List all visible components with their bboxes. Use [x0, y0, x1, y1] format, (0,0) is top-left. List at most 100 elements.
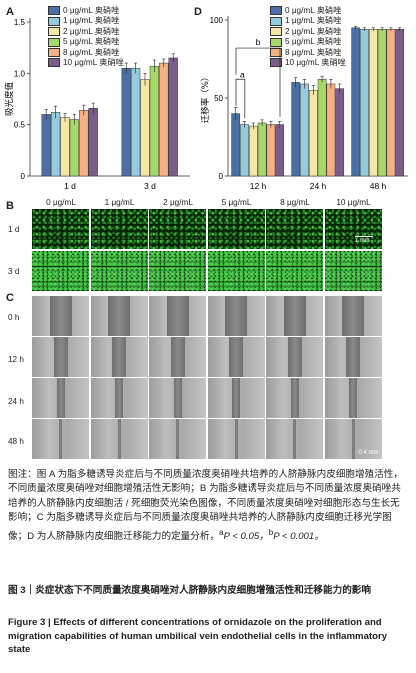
legend-a-label: 2 μg/mL 奥硝唑 — [63, 26, 120, 36]
bar — [248, 125, 258, 177]
scratch-wound-gap — [59, 419, 62, 459]
legend-a-swatch — [48, 6, 60, 16]
fluorescence-image — [266, 251, 323, 291]
legend-d-item: 1 μg/mL 奥硝唑 — [270, 14, 341, 26]
bar — [317, 79, 327, 177]
bar — [60, 117, 70, 177]
scratch-image — [207, 296, 265, 336]
bar — [159, 62, 169, 177]
legend-a-item: 5 μg/mL 奥硝唑 — [48, 35, 119, 47]
legend-d: 0 μg/mL 奥硝唑 1 μg/mL 奥硝唑 2 μg/mL 奥硝唑 5 μg/mL… — [270, 4, 410, 68]
bar — [377, 29, 387, 177]
bar — [351, 27, 361, 177]
fluorescence-image — [207, 209, 265, 249]
scratch-image — [32, 337, 89, 377]
scratch-row-label-48h: 48 h — [8, 437, 24, 446]
panel-letter-d: D — [194, 6, 202, 18]
sig-a-mark: a — [219, 527, 224, 537]
fluorescence-image — [324, 251, 382, 291]
bar — [386, 29, 396, 177]
legend-d-label: 8 μg/mL 奥硝唑 — [285, 47, 342, 57]
scratch-row-label-0h: 0 h — [8, 313, 20, 322]
fluorescence-image — [90, 251, 148, 291]
fluorescence-image — [32, 251, 89, 291]
sig-b-mark: b — [268, 527, 274, 537]
legend-a-item: 0 μg/mL 奥硝唑 — [48, 4, 119, 16]
figure-note: 图注：图 A 为脂多糖诱导炎症后与不同质量浓度奥硝唑共培养的人脐静脉内皮细胞增殖… — [8, 468, 408, 544]
scratch-image — [324, 419, 382, 459]
legend-d-label: 2 μg/mL 奥硝唑 — [285, 26, 342, 36]
scratch-wound-gap — [229, 337, 243, 377]
scratch-wound-gap — [56, 378, 65, 418]
scratch-wound-gap — [49, 296, 72, 336]
scratch-wound-gap — [53, 337, 68, 377]
fluor-row-label-3d: 3 d — [8, 267, 20, 276]
scratch-wound-gap — [290, 378, 299, 418]
fluorescence-image — [324, 209, 382, 249]
figure-note-text: 图注：图 A 为脂多糖诱导炎症后与不同质量浓度奥硝唑共培养的人脐静脉内皮细胞增殖… — [8, 469, 403, 542]
legend-a-item: 8 μg/mL 奥硝唑 — [48, 46, 119, 58]
legend-d-label: 10 μg/mL 奥硝唑 — [285, 58, 346, 67]
scratch-image — [266, 378, 323, 418]
scratch-image — [32, 296, 89, 336]
legend-d-swatch — [270, 37, 282, 47]
scratch-wound-gap — [234, 419, 238, 459]
scratch-scalebar-label: 0.4 mm — [358, 450, 379, 456]
fluor-column-label: 0 μg/mL — [46, 198, 76, 207]
legend-a-label: 0 μg/mL 奥硝唑 — [63, 6, 120, 15]
fluor-column-label: 2 μg/mL — [163, 198, 193, 207]
scratch-wound-gap — [349, 378, 357, 418]
legend-a-label: 10 μg/mL 奥硝唑 — [63, 58, 124, 67]
bar — [360, 29, 369, 177]
scratch-image — [266, 419, 323, 459]
scratch-image — [149, 378, 206, 418]
scratch-row-label-12h: 12 h — [8, 355, 24, 364]
legend-a-swatch — [48, 37, 60, 47]
legend-a-label: 5 μg/mL 奥硝唑 — [63, 37, 120, 47]
scratch-image — [32, 419, 89, 459]
bar — [88, 107, 98, 177]
legend-d-swatch — [270, 16, 282, 26]
legend-d-swatch — [270, 6, 282, 16]
fluor-scalebar-label: 1 mm — [354, 238, 370, 244]
scratch-wound-gap — [173, 378, 182, 418]
bar — [149, 65, 160, 177]
scratch-wound-gap — [117, 419, 121, 459]
scratch-image — [90, 419, 148, 459]
scratch-wound-gap — [108, 296, 130, 336]
legend-d-swatch — [270, 27, 282, 37]
significance-bracket-a — [235, 78, 246, 119]
scratch-image — [90, 378, 148, 418]
legend-d-item: 10 μg/mL 奥硝唑 — [270, 56, 346, 68]
scratch-image — [324, 378, 382, 418]
x-tick-label: 3 d — [144, 181, 156, 191]
scratch-image — [207, 337, 265, 377]
scratch-wound-gap — [283, 296, 306, 336]
scratch-wound-gap — [293, 419, 296, 459]
y-tick-label: 1.0 — [14, 69, 26, 78]
y-tick-label: 1.5 — [14, 18, 26, 27]
scratch-image — [149, 296, 206, 336]
fluor-row-label-1d: 1 d — [8, 225, 20, 234]
scratch-wound-gap — [170, 337, 185, 377]
chart-d-migration: 0 50 100 迁移率（%） 12 h 24 h 48 h a b — [196, 0, 412, 196]
bar — [257, 122, 267, 177]
sig-b-text: P < 0.001。 — [273, 530, 324, 542]
legend-a-item: 1 μg/mL 奥硝唑 — [48, 14, 119, 26]
bar — [168, 57, 178, 177]
x-tick-label: 12 h — [250, 181, 267, 191]
panel-letter-b: B — [6, 200, 14, 212]
chart-a-absorbance: 0 0.5 1.0 1.5 吸光度值 1 d 3 d — [0, 0, 200, 196]
y-tick-label: 100 — [210, 16, 224, 25]
legend-a-swatch — [48, 47, 60, 57]
scratch-wound-gap — [342, 296, 364, 336]
significance-bracket-b — [235, 47, 281, 117]
fluor-column-label: 5 μg/mL — [221, 198, 252, 207]
x-tick-label: 24 h — [310, 181, 327, 191]
scratch-wound-gap — [112, 337, 126, 377]
legend-d-item: 2 μg/mL 奥硝唑 — [270, 25, 341, 37]
legend-d-label: 1 μg/mL 奥硝唑 — [285, 16, 342, 26]
scratch-image — [207, 378, 265, 418]
legend-a-swatch — [48, 27, 60, 37]
y-tick-label: 0 — [21, 172, 26, 181]
